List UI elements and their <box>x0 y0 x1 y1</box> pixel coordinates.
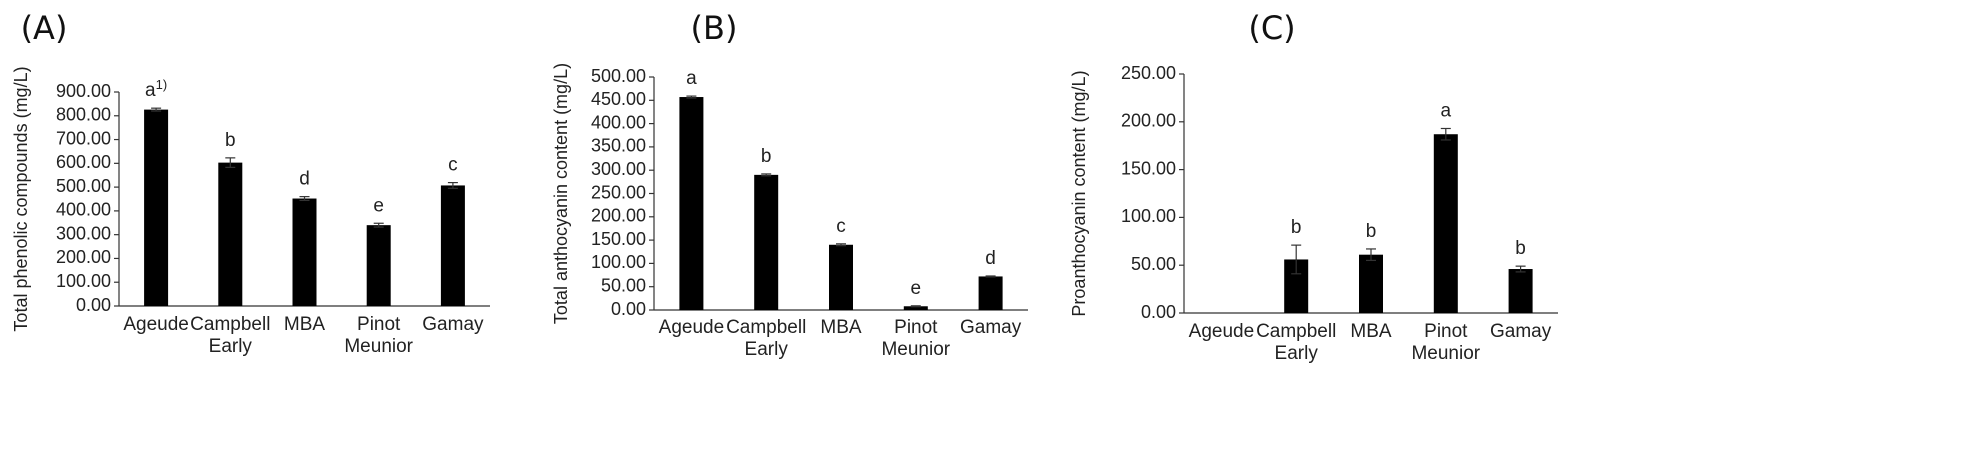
panel-a-bar <box>292 198 317 306</box>
category-label-line: Meunior <box>1411 343 1480 364</box>
panel-b-bar <box>754 174 779 310</box>
category-label-line: Pinot <box>894 317 938 338</box>
panel-b-significance-letter: e <box>911 278 922 299</box>
panel-c-y-tick-label: 150.00 <box>1121 158 1176 178</box>
panel-b-y-tick-label: 250.00 <box>591 182 646 202</box>
panel-b-y-axis-label: Total anthocyanin content (mg/L) <box>551 63 571 324</box>
panel-a-bar <box>218 162 243 306</box>
panel-b-y-tick-label: 0.00 <box>611 299 646 319</box>
panel-c-category-label: Pinot Meunior <box>1411 321 1480 364</box>
category-label-line: Ageude <box>123 314 189 335</box>
panel-c-category-label: Campbell Early <box>1256 321 1336 364</box>
panel-b-category-label: Gamay <box>960 317 1022 338</box>
panel-a-significance-letter: e <box>373 195 384 216</box>
panel-c-significance-letter: a <box>1441 100 1452 121</box>
panel-b-bar <box>978 276 1003 310</box>
panel-b-y-tick-label: 50.00 <box>601 275 646 295</box>
panel-b-y-tick-label: 300.00 <box>591 159 646 179</box>
panel-b-bar <box>829 244 853 310</box>
panel-a-bar <box>440 185 465 306</box>
panel-c-y-tick-label: 200.00 <box>1121 111 1176 131</box>
panel-b-y-tick-label: 150.00 <box>591 229 646 249</box>
panel-c-y-tick-label: 50.00 <box>1131 254 1176 274</box>
panel-c-category-label: Ageude <box>1189 321 1255 342</box>
panel-b-y-tick-label: 500.00 <box>591 66 646 86</box>
panel-c-bar <box>1359 254 1383 313</box>
panel-c-bar <box>1433 134 1458 313</box>
panel-a-significance-letter: b <box>225 130 236 151</box>
panel-b-category-label: Pinot Meunior <box>881 317 950 360</box>
panel-c-y-tick-label: 100.00 <box>1121 206 1176 226</box>
category-label-line: Ageude <box>1189 321 1255 342</box>
panel-b-significance-letter: b <box>761 146 772 167</box>
panel-b-y-tick-label: 350.00 <box>591 136 646 156</box>
category-label-line: Meunior <box>344 336 413 357</box>
panel-a-y-tick-label: 300.00 <box>56 223 111 243</box>
category-label-line: Early <box>1275 343 1319 364</box>
footnote-marker: 1) <box>156 77 168 92</box>
panel-a-y-tick-label: 500.00 <box>56 176 111 196</box>
category-label-line: Campbell <box>190 314 270 335</box>
panel-a-category-label: Pinot Meunior <box>344 314 413 357</box>
panel-c-y-axis-label: Proanthocyanin content (mg/L) <box>1069 70 1089 316</box>
panel-a-significance-letter: d <box>299 169 310 190</box>
panel-c-category-label: Gamay <box>1490 321 1552 342</box>
panel-b-category-label: Ageude <box>659 317 725 338</box>
panel-a-y-tick-label: 400.00 <box>56 200 111 220</box>
panel-b-y-tick-label: 200.00 <box>591 206 646 226</box>
panel-a-y-tick-label: 0.00 <box>76 295 111 315</box>
panel-b-y-tick-label: 100.00 <box>591 252 646 272</box>
panel-a-y-tick-label: 600.00 <box>56 152 111 172</box>
panel-b-bar <box>903 306 928 310</box>
panel-b-significance-letter: a <box>686 68 697 89</box>
category-label-line: Gamay <box>960 317 1022 338</box>
category-label-line: Ageude <box>659 317 725 338</box>
panel-a-y-tick-label: 800.00 <box>56 105 111 125</box>
category-label-line: MBA <box>1350 321 1392 342</box>
panel-c-significance-letter: b <box>1291 217 1302 238</box>
panel-a-category-label: Gamay <box>422 314 484 335</box>
panel-b-y-tick-label: 400.00 <box>591 112 646 132</box>
category-label-line: Early <box>209 336 253 357</box>
panel-c-significance-letter: b <box>1366 221 1377 242</box>
category-label-line: Early <box>745 339 789 360</box>
panel-b-label: (B) <box>691 9 738 47</box>
panel-a-y-tick-label: 100.00 <box>56 271 111 291</box>
panel-b-category-label: MBA <box>820 317 862 338</box>
panel-c-label: (C) <box>1248 9 1295 47</box>
panel-c-significance-letter: b <box>1515 238 1526 259</box>
panel-a-label: (A) <box>21 9 68 47</box>
panel-a-significance-letter: c <box>448 155 458 176</box>
panel-a-bar <box>366 225 391 306</box>
panel-b-significance-letter: c <box>836 216 846 237</box>
panel-a-y-axis-label: Total phenolic compounds (mg/L) <box>11 66 31 331</box>
category-label-line: Pinot <box>1424 321 1468 342</box>
panel-c-y-tick-label: 250.00 <box>1121 63 1176 83</box>
panel-a-category-label: Campbell Early <box>190 314 270 357</box>
category-label-line: MBA <box>820 317 862 338</box>
panel-b-significance-letter: d <box>985 248 996 269</box>
panel-a-significance-letter: a1) <box>145 77 167 101</box>
category-label-line: Pinot <box>357 314 401 335</box>
panel-a-category-label: MBA <box>284 314 326 335</box>
panel-b-y-tick-label: 450.00 <box>591 89 646 109</box>
panel-a-y-tick-label: 200.00 <box>56 247 111 267</box>
panel-a-bar <box>144 109 169 307</box>
panel-c-category-label: MBA <box>1350 321 1392 342</box>
panel-b-bar <box>679 97 704 311</box>
panel-a-y-tick-label: 700.00 <box>56 128 111 148</box>
category-label-line: Gamay <box>1490 321 1552 342</box>
category-label-line: Campbell <box>1256 321 1336 342</box>
panel-a-y-tick-label: 900.00 <box>56 81 111 101</box>
panel-b-category-label: Campbell Early <box>726 317 806 360</box>
category-label-line: Meunior <box>881 339 950 360</box>
category-label-line: Gamay <box>422 314 484 335</box>
panel-a-category-label: Ageude <box>123 314 189 335</box>
panel-c-y-tick-label: 0.00 <box>1141 302 1176 322</box>
category-label-line: MBA <box>284 314 326 335</box>
category-label-line: Campbell <box>726 317 806 338</box>
panel-c-bar <box>1508 269 1533 313</box>
